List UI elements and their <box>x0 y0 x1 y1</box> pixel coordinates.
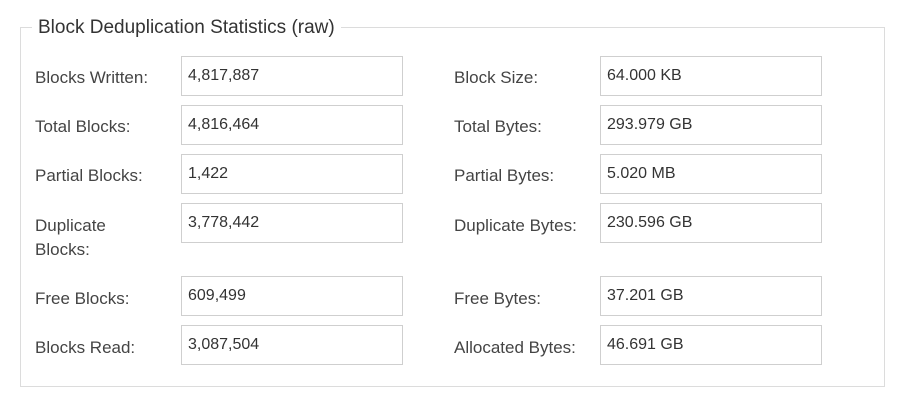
allocated-bytes-field[interactable] <box>600 325 822 365</box>
blocks-read-label: Blocks Read: <box>35 338 136 357</box>
partial-blocks-field[interactable] <box>181 154 403 194</box>
blocks-written-label: Blocks Written: <box>35 68 149 87</box>
duplicate-blocks-label: Duplicate Blocks: <box>35 216 106 259</box>
block-size-label: Block Size: <box>454 68 539 87</box>
total-bytes-label: Total Bytes: <box>454 117 542 136</box>
duplicate-bytes-field[interactable] <box>600 203 822 243</box>
duplicate-bytes-label: Duplicate Bytes: <box>454 216 577 235</box>
blocks-written-field[interactable] <box>181 56 403 96</box>
total-blocks-field[interactable] <box>181 105 403 145</box>
blocks-read-field[interactable] <box>181 325 403 365</box>
panel-title: Block Deduplication Statistics (raw) <box>32 15 341 41</box>
partial-bytes-field[interactable] <box>600 154 822 194</box>
free-blocks-label: Free Blocks: <box>35 289 130 308</box>
total-bytes-field[interactable] <box>600 105 822 145</box>
allocated-bytes-label: Allocated Bytes: <box>454 338 576 357</box>
free-blocks-field[interactable] <box>181 276 403 316</box>
block-size-field[interactable] <box>600 56 822 96</box>
duplicate-blocks-field[interactable] <box>181 203 403 243</box>
total-blocks-label: Total Blocks: <box>35 117 131 136</box>
free-bytes-field[interactable] <box>600 276 822 316</box>
block-dedup-stats-panel <box>20 27 885 387</box>
partial-blocks-label: Partial Blocks: <box>35 166 143 185</box>
partial-bytes-label: Partial Bytes: <box>454 166 555 185</box>
free-bytes-label: Free Bytes: <box>454 289 541 308</box>
